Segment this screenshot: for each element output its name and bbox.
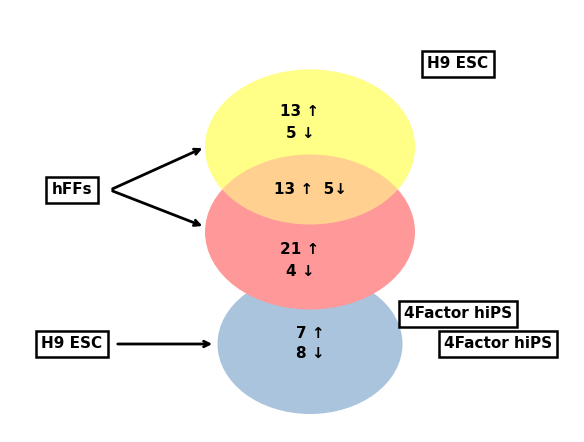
Text: 13 ↑  5↓: 13 ↑ 5↓ [273, 182, 346, 197]
Text: 4Factor hiPS: 4Factor hiPS [404, 306, 512, 321]
Ellipse shape [205, 69, 415, 225]
Text: 4Factor hiPS: 4Factor hiPS [444, 336, 552, 351]
Text: 5 ↓: 5 ↓ [286, 126, 314, 141]
Text: 13 ↑: 13 ↑ [280, 104, 319, 119]
Text: 4 ↓: 4 ↓ [286, 264, 314, 279]
Text: 8 ↓: 8 ↓ [296, 347, 324, 362]
Ellipse shape [205, 155, 415, 309]
Ellipse shape [217, 274, 402, 414]
Text: hFFs: hFFs [52, 183, 92, 198]
Text: 7 ↑: 7 ↑ [296, 327, 324, 342]
Text: 21 ↑: 21 ↑ [280, 243, 319, 258]
Text: H9 ESC: H9 ESC [41, 336, 103, 351]
Text: H9 ESC: H9 ESC [427, 57, 489, 72]
Ellipse shape [205, 69, 415, 225]
